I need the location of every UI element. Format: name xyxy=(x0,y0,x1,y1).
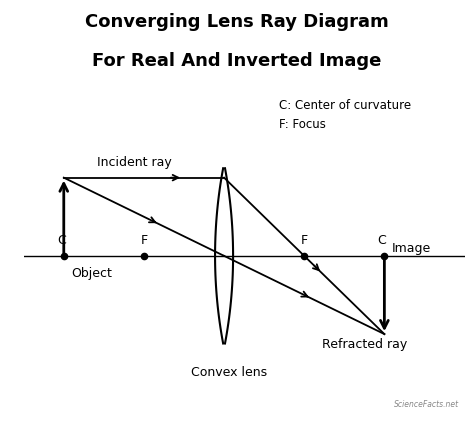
Text: Incident ray: Incident ray xyxy=(97,156,171,169)
Text: F: F xyxy=(140,233,147,247)
Text: Converging Lens Ray Diagram: Converging Lens Ray Diagram xyxy=(85,13,389,31)
Text: Refracted ray: Refracted ray xyxy=(322,338,407,351)
Text: Image: Image xyxy=(392,242,431,255)
Text: Convex lens: Convex lens xyxy=(191,366,267,379)
Text: ScienceFacts.net: ScienceFacts.net xyxy=(394,400,459,409)
Text: F: F xyxy=(301,233,308,247)
Text: For Real And Inverted Image: For Real And Inverted Image xyxy=(92,52,382,70)
Text: C: C xyxy=(57,233,65,247)
Text: C: Center of curvature
F: Focus: C: Center of curvature F: Focus xyxy=(279,99,411,132)
Text: Object: Object xyxy=(71,266,112,279)
Text: C: C xyxy=(377,233,386,247)
